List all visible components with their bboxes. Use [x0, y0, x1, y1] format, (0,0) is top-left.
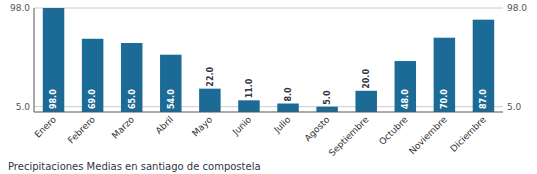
data-label: 48.0 — [401, 89, 410, 109]
chart: 5.0 5.0 98.0 98.0 98.0 69.0 65.0 54.0 22.0 11.0 8.… — [0, 0, 537, 174]
grid-line — [34, 8, 503, 9]
data-label: 8.0 — [284, 87, 293, 102]
data-label: 87.0 — [479, 89, 488, 109]
bar — [473, 20, 494, 112]
x-tick-label: Mayo — [190, 114, 214, 138]
data-label: 98.0 — [49, 89, 58, 109]
x-tick-label: Septiembre — [327, 114, 371, 158]
grid-line — [34, 106, 503, 107]
chart-container: 5.0 5.0 98.0 98.0 98.0 69.0 65.0 54.0 22.0 11.0 8.… — [0, 0, 537, 174]
bar — [160, 55, 181, 112]
bars — [43, 8, 494, 112]
bar — [238, 100, 259, 112]
bar — [199, 89, 220, 112]
x-tick-label: Marzo — [110, 114, 137, 141]
x-tick-label: Junio — [230, 114, 254, 138]
bar — [277, 104, 298, 112]
y-tick-label: 5.0 — [507, 102, 522, 112]
x-tick-label: Febrero — [66, 114, 97, 145]
x-tick-label: Agosto — [302, 114, 331, 143]
x-tick-label: Diciembre — [448, 114, 488, 154]
bar — [355, 91, 376, 112]
bar — [82, 39, 103, 112]
data-label: 5.0 — [323, 90, 332, 105]
x-axis-line — [34, 112, 503, 113]
y-tick-label: 98.0 — [507, 3, 527, 13]
data-label: 69.0 — [88, 89, 97, 109]
y-tick-label: 5.0 — [16, 102, 31, 112]
x-tick-label: Octubre — [377, 114, 410, 147]
title: Precipitaciones Medias en santiago de co… — [8, 161, 261, 172]
bar — [395, 61, 416, 112]
bar — [121, 43, 142, 112]
data-label: 11.0 — [245, 78, 254, 98]
x-tick-label: Enero — [33, 114, 59, 140]
y-axis-line — [34, 8, 35, 112]
data-label: 54.0 — [167, 89, 176, 109]
x-tick-label: Julio — [271, 114, 292, 135]
data-label: 20.0 — [362, 69, 371, 89]
bar — [434, 38, 455, 112]
data-label: 70.0 — [440, 89, 449, 109]
y-tick-label: 98.0 — [10, 3, 30, 13]
bar — [316, 107, 337, 112]
x-tick-label: Noviembre — [407, 114, 449, 156]
x-tick-label: Abril — [154, 114, 176, 136]
data-label: 65.0 — [128, 89, 137, 109]
data-label: 22.0 — [206, 66, 215, 86]
bar — [43, 8, 64, 112]
